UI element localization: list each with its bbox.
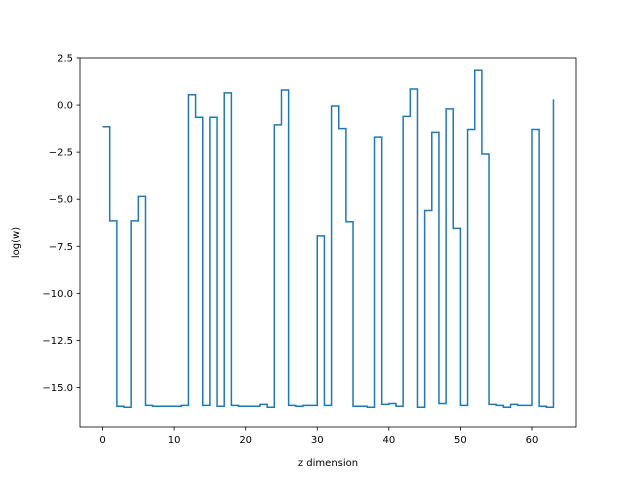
plot-frame	[79, 57, 577, 428]
y-tick-label: −12.5	[42, 336, 73, 347]
y-tick-label: −5.0	[49, 195, 73, 206]
y-tick-label: −15.0	[42, 383, 73, 394]
x-axis: 0 10 20 30 40 50 60	[99, 427, 538, 446]
y-tick-label: 2.5	[57, 54, 73, 65]
x-tick-label: 20	[239, 435, 252, 446]
x-tick-label: 10	[168, 435, 181, 446]
x-tick-label: 30	[311, 435, 324, 446]
x-tick-label: 40	[382, 435, 395, 446]
x-tick-label: 60	[526, 435, 539, 446]
y-tick-label: −2.5	[49, 148, 73, 159]
y-tick-label: 0.0	[57, 101, 73, 112]
series-line-0	[102, 69, 555, 408]
y-axis-label: log(w)	[11, 227, 22, 258]
x-tick-label: 50	[454, 435, 467, 446]
y-tick-label: −7.5	[49, 242, 73, 253]
x-axis-label: z dimension	[298, 458, 358, 469]
plot-area	[102, 69, 555, 408]
x-tick-label: 0	[99, 435, 105, 446]
y-tick-label: −10.0	[42, 289, 73, 300]
y-axis: 2.5 0.0 −2.5 −5.0 −7.5 −10.0 −12.5 −15.0	[42, 54, 80, 394]
